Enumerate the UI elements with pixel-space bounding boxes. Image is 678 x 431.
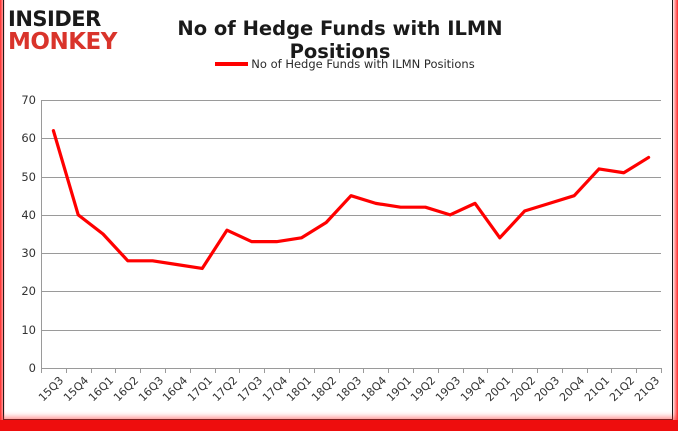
x-axis-tick [66,368,67,373]
x-axis-tick [215,368,216,373]
x-axis-tick [661,368,662,373]
x-axis-tick-label: 17Q3 [234,374,265,405]
x-axis-tick [314,368,315,373]
y-axis-tick-label: 0 [28,361,36,375]
right-red-border [673,0,678,431]
x-axis-tick-label: 20Q4 [557,374,588,405]
x-axis-tick-label: 18Q1 [284,374,315,405]
left-red-border [0,0,5,431]
x-axis-tick [115,368,116,373]
x-axis-tick-label: 18Q2 [309,374,340,405]
gridline [41,253,661,255]
x-axis-line [41,368,661,369]
gridline [41,100,661,101]
y-axis-labels: 70 60 50 40 30 20 10 0 [0,0,36,431]
series-polyline [51,129,651,271]
x-axis-tick-label: 16Q1 [86,374,117,405]
x-axis-tick-label: 20Q1 [482,374,513,405]
gridline [41,176,661,178]
x-axis-tick [339,368,340,373]
x-axis-tick [190,368,191,373]
series-line-chart [51,129,651,271]
logo-text-monkey: MONKEY [8,29,117,55]
y-axis-tick-label: 60 [21,131,36,146]
x-axis-tick-label: 19Q2 [408,374,439,405]
x-axis-tick [165,368,166,373]
gridline [41,291,661,293]
x-axis-tick-label: 19Q3 [433,374,464,405]
x-axis-tick [140,368,141,373]
bottom-red-bar [0,420,678,431]
x-axis-tick-label: 17Q4 [259,374,290,405]
x-axis-tick-label: 15Q4 [61,374,92,405]
x-axis-tick [239,368,240,373]
legend-entry-label: No of Hedge Funds with ILMN Positions [251,57,475,71]
gridline [41,138,661,140]
x-axis-tick-label: 21Q1 [582,374,613,405]
x-axis-tick-label: 20Q3 [532,374,563,405]
x-axis-tick [363,368,364,373]
x-axis-tick [611,368,612,373]
x-axis-tick-label: 15Q3 [36,374,67,405]
x-axis-tick [537,368,538,373]
x-axis-tick [463,368,464,373]
y-axis-tick-label: 70 [21,93,36,107]
x-axis-tick-label: 16Q3 [135,374,166,405]
x-axis-tick-label: 18Q4 [358,374,389,405]
x-axis-tick [264,368,265,373]
x-axis-tick-label: 16Q4 [160,374,191,405]
y-axis-tick-label: 10 [21,322,36,337]
plot-area [41,100,661,368]
x-axis-tick [289,368,290,373]
x-axis-tick [587,368,588,373]
gridline [41,214,661,216]
x-axis-tick-label: 16Q2 [110,374,141,405]
x-axis-tick-label: 21Q2 [606,374,637,405]
x-axis-tick [512,368,513,373]
x-axis-tick [91,368,92,373]
x-axis-tick-label: 19Q1 [383,374,414,405]
x-axis-tick [562,368,563,373]
chart-legend: No of Hedge Funds with ILMN Positions [170,57,520,71]
x-axis-tick [413,368,414,373]
y-axis-tick-label: 50 [21,169,36,184]
legend-color-swatch [215,62,249,66]
insider-monkey-logo: INSIDER MONKEY [8,9,128,57]
x-axis-tick [487,368,488,373]
page-title: No of Hedge Funds with ILMN Positions [177,17,503,63]
x-axis-tick-label: 17Q2 [210,374,241,405]
x-axis-tick [41,368,42,373]
y-axis-tick-label: 40 [21,207,36,222]
x-axis-tick [438,368,439,373]
y-axis-tick-label: 20 [21,284,36,299]
gridline [41,329,661,331]
x-axis-tick-label: 19Q4 [458,374,489,405]
x-axis-tick-label: 18Q3 [334,374,365,405]
x-axis-tick [636,368,637,373]
x-axis-tick [388,368,389,373]
y-axis-line [41,100,42,369]
x-axis-tick-label: 17Q1 [185,374,216,405]
x-axis-tick-label: 21Q3 [631,374,662,405]
x-axis-tick-label: 20Q2 [507,374,538,405]
logo-text-insider: INSIDER [8,7,101,31]
y-axis-tick-label: 30 [21,246,36,261]
